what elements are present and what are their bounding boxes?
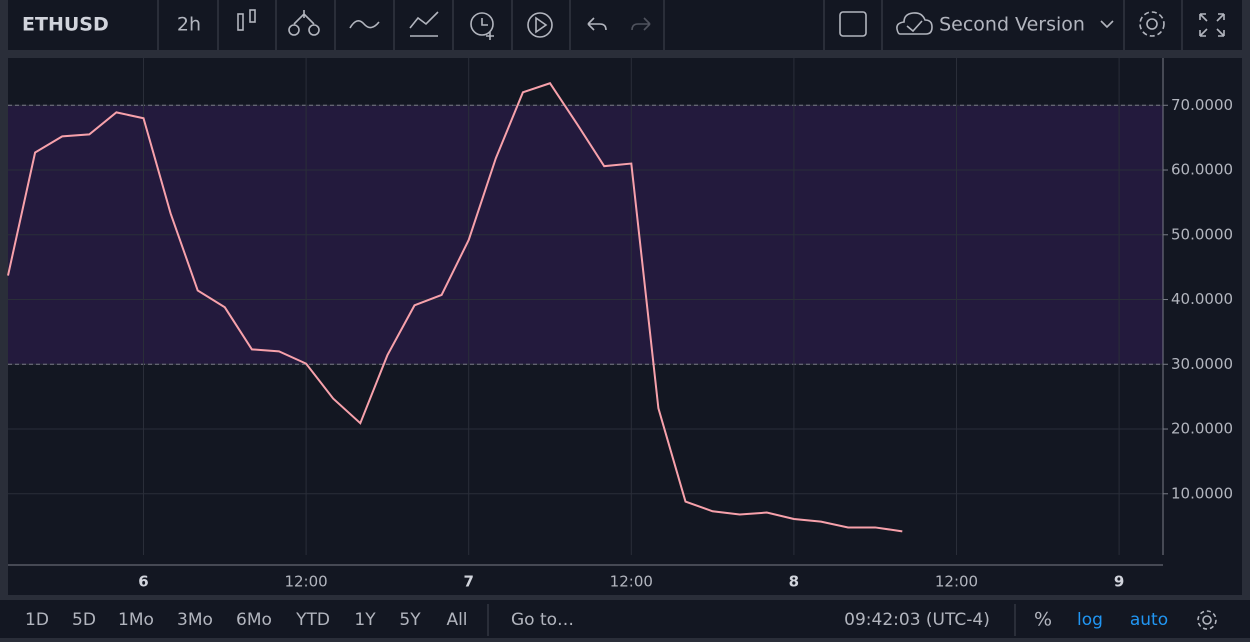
range-button[interactable]: 1Mo: [118, 610, 154, 630]
log-toggle[interactable]: log: [1077, 610, 1103, 630]
line-icon[interactable]: [349, 20, 380, 29]
cloud-icon[interactable]: [896, 12, 933, 35]
bottom-bar: [0, 600, 1250, 638]
range-button[interactable]: 3Mo: [177, 610, 213, 630]
layout-button[interactable]: [839, 11, 867, 37]
layout-name[interactable]: Second Version: [939, 14, 1085, 36]
y-tick-label: 40.0000: [1171, 290, 1233, 308]
undo[interactable]: [587, 17, 607, 31]
compare-icon[interactable]: [409, 11, 439, 37]
replay-icon[interactable]: [527, 12, 553, 38]
candle-icon[interactable]: [237, 9, 256, 31]
bottom-settings[interactable]: [1197, 610, 1217, 630]
range-button[interactable]: 1Y: [354, 610, 376, 630]
alert-icon[interactable]: [470, 12, 494, 40]
range-button[interactable]: 5Y: [399, 610, 421, 630]
toolbar: [8, 0, 1242, 50]
indicator-icon[interactable]: [288, 10, 320, 36]
x-tick-label: 12:00: [610, 573, 653, 591]
y-tick-label: 70.0000: [1171, 96, 1233, 114]
percent-toggle[interactable]: %: [1034, 609, 1052, 631]
x-tick-label: 9: [1114, 573, 1124, 591]
interval[interactable]: 2h: [177, 14, 201, 36]
x-tick-label: 6: [138, 573, 148, 591]
x-tick-label: 7: [463, 573, 473, 591]
series-line: [7, 82, 903, 533]
x-tick-label: 12:00: [284, 573, 327, 591]
redo[interactable]: [631, 17, 651, 31]
y-tick-label: 50.0000: [1171, 225, 1233, 243]
range-button[interactable]: 6Mo: [236, 610, 272, 630]
dropdown[interactable]: [1100, 20, 1114, 29]
settings-icon[interactable]: [1139, 11, 1165, 37]
y-tick-label: 10.0000: [1171, 484, 1233, 502]
clock: 09:42:03 (UTC-4): [844, 610, 990, 630]
fullscreen[interactable]: [1199, 13, 1225, 37]
y-tick-label: 30.0000: [1171, 355, 1233, 373]
plot: 10.0000 20.0000 30.0000 40.0000 50.0000 60.00…: [7, 58, 1233, 591]
separators: [157, 0, 1183, 636]
range-button[interactable]: 5D: [72, 610, 96, 630]
y-tick-label: 60.0000: [1171, 161, 1233, 179]
range-button[interactable]: All: [446, 610, 467, 630]
auto-toggle[interactable]: auto: [1130, 610, 1168, 630]
symbol[interactable]: ETHUSD: [22, 14, 109, 36]
x-tick-label: 12:00: [935, 573, 978, 591]
range-button[interactable]: 1D: [25, 610, 49, 630]
x-tick-label: 8: [789, 573, 799, 591]
y-tick-label: 20.0000: [1171, 420, 1233, 438]
goto[interactable]: Go to…: [511, 610, 574, 630]
bottom-controls: 1D 5D 1Mo 3Mo 6Mo YTD 1Y 5Y All: [25, 610, 467, 630]
range-button[interactable]: YTD: [295, 610, 330, 630]
